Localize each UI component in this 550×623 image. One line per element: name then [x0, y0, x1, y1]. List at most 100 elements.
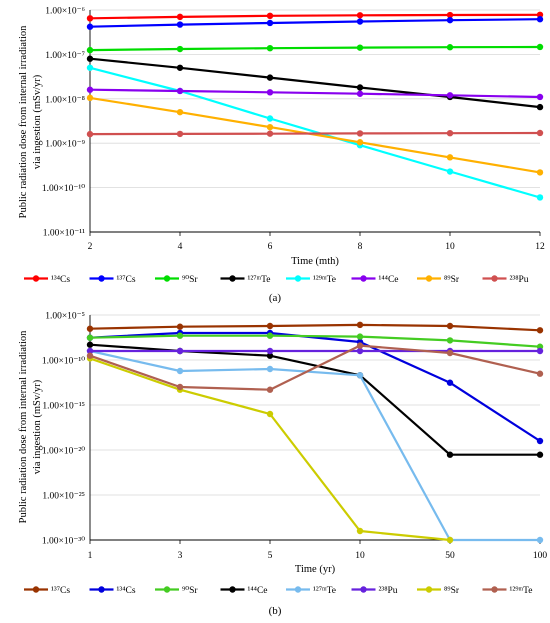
- data-point: [266, 123, 274, 131]
- data-point: [86, 334, 94, 341]
- legend-swatch-marker: [491, 586, 498, 593]
- panel-a-series-3: [86, 55, 544, 111]
- panel-a-series-5: [86, 86, 544, 101]
- data-point: [266, 322, 274, 330]
- panel-b-series-7: [86, 342, 544, 393]
- data-point: [356, 90, 364, 97]
- data-point: [86, 23, 94, 30]
- data-point: [86, 55, 94, 62]
- panel-b-legend-item: ¹³⁷Cs: [24, 586, 70, 596]
- data-point: [536, 347, 544, 355]
- series-line: [89, 13, 541, 20]
- legend-swatch-marker: [163, 586, 171, 593]
- data-point: [446, 11, 454, 19]
- data-point: [446, 154, 454, 161]
- panel-a-y-axis-title-line2: via ingestion (mSv/yr): [32, 74, 43, 169]
- y-tick-label: 1.00×10⁻¹⁰: [42, 357, 85, 367]
- x-tick-label: 10: [355, 551, 365, 561]
- data-point: [266, 12, 274, 20]
- series-line: [89, 57, 541, 109]
- legend-swatch-marker: [294, 586, 302, 593]
- x-tick-label: 2: [88, 242, 93, 252]
- data-point: [536, 16, 544, 23]
- data-point: [446, 337, 454, 344]
- panel-a-legend-item: ¹²⁷ᵐTe: [220, 275, 271, 285]
- panel-b-series-4: [86, 347, 544, 544]
- data-point: [446, 92, 454, 99]
- legend-label: ¹⁴⁴Ce: [379, 275, 399, 285]
- y-tick-label: 1.00×10⁻⁶: [45, 7, 85, 17]
- x-tick-label: 10: [445, 242, 455, 252]
- data-point: [446, 536, 454, 544]
- y-tick-label: 1.00×10⁻²⁵: [42, 492, 85, 502]
- data-point: [176, 383, 184, 391]
- y-tick-label: 1.00×10⁻¹⁵: [42, 402, 85, 412]
- legend-label: ²³⁸Pu: [510, 275, 529, 285]
- legend-label: ⁹⁰Sr: [182, 586, 198, 596]
- series-line: [89, 88, 541, 99]
- data-point: [266, 332, 274, 339]
- data-point: [176, 87, 184, 95]
- panel-a-y-axis-title: Public radiation dose from internal irra…: [18, 25, 43, 218]
- data-point: [86, 341, 94, 348]
- data-point: [266, 74, 274, 81]
- panel-b-legend-item: ¹³⁴Cs: [89, 586, 136, 596]
- legend-label: ¹²⁹ᵐTe: [510, 586, 533, 596]
- data-point: [266, 352, 274, 359]
- data-point: [356, 321, 364, 329]
- x-tick-label: 50: [445, 551, 455, 561]
- data-point: [536, 103, 544, 111]
- legend-swatch-marker: [229, 275, 236, 282]
- panel-a-series-7: [86, 129, 544, 138]
- panel-b-y-axis-title: Public radiation dose from internal irra…: [18, 330, 43, 523]
- data-point: [536, 370, 544, 377]
- panel-b-series-6: [86, 355, 454, 544]
- data-point: [536, 11, 544, 18]
- y-tick-label: 1.00×10⁻⁷: [45, 51, 85, 61]
- legend-label: ¹²⁷ᵐTe: [313, 586, 336, 596]
- panel-a-series-2: [86, 43, 544, 54]
- data-point: [536, 536, 544, 544]
- data-point: [446, 129, 454, 137]
- data-point: [176, 367, 184, 375]
- legend-swatch-marker: [32, 586, 40, 593]
- panel-b-caption: (b): [269, 605, 282, 617]
- data-point: [536, 451, 544, 458]
- legend-label: ²³⁸Pu: [379, 586, 398, 596]
- legend-label: ¹²⁷ᵐTe: [248, 275, 271, 285]
- panel-a-legend-item: ¹²⁹ᵐTe: [286, 275, 336, 285]
- legend-label: ⁸⁹Sr: [444, 586, 460, 596]
- legend-swatch-marker: [163, 275, 171, 282]
- panel-a-legend-item: ⁹⁰Sr: [155, 275, 198, 285]
- data-point: [356, 44, 364, 51]
- series-line: [89, 349, 540, 542]
- data-point: [446, 349, 454, 357]
- data-point: [176, 332, 184, 339]
- data-point: [86, 46, 94, 54]
- data-point: [176, 64, 184, 71]
- data-point: [356, 527, 364, 535]
- data-point: [266, 130, 274, 137]
- y-tick-label: 1.00×10⁻²⁰: [42, 447, 85, 457]
- panel-b-chart: Public radiation dose from internal irra…: [18, 312, 547, 618]
- panel-b-y-axis-title-line2: via ingestion (mSv/yr): [32, 379, 43, 474]
- panel-b-legend-item: ¹⁴⁴Ce: [220, 586, 268, 596]
- data-point: [266, 365, 274, 373]
- data-point: [536, 129, 544, 137]
- data-point: [176, 323, 184, 330]
- series-line: [89, 357, 451, 542]
- legend-label: ¹²⁹ᵐTe: [313, 275, 336, 285]
- panel-a-y-axis-title-line1: Public radiation dose from internal irra…: [18, 25, 29, 218]
- y-tick-label: 1.00×10⁻⁵: [45, 312, 85, 322]
- data-point: [356, 139, 364, 146]
- data-point: [176, 21, 184, 28]
- legend-swatch-marker: [425, 275, 433, 282]
- panel-a-series-6: [86, 94, 544, 176]
- panel-b-legend-item: ¹²⁷ᵐTe: [286, 586, 336, 596]
- data-point: [356, 372, 364, 379]
- data-point: [266, 19, 274, 27]
- data-point: [86, 347, 94, 355]
- data-point: [356, 18, 364, 25]
- series-line: [89, 344, 541, 391]
